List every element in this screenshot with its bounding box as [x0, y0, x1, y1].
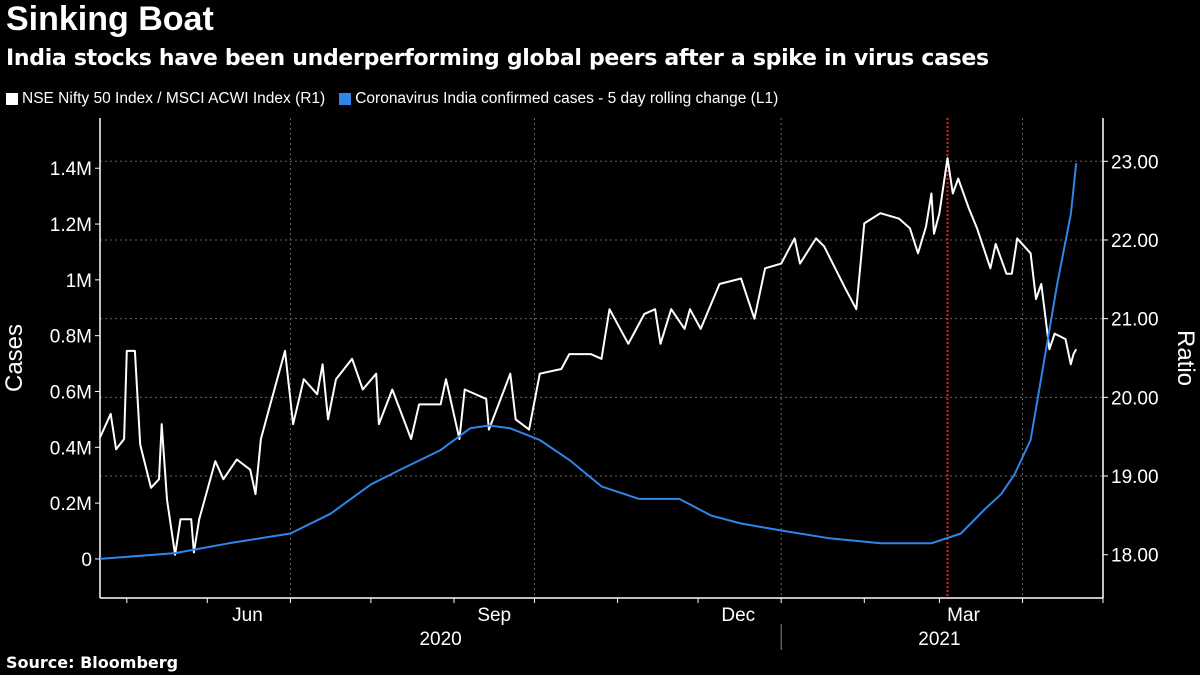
left-axis-title: Cases: [1, 324, 28, 392]
right-tick-label: 18.00: [1111, 546, 1159, 567]
left-tick-label: 1.4M: [50, 159, 92, 180]
legend-label-cases: Coronavirus India confirmed cases - 5 da…: [355, 90, 779, 107]
left-tick-label: 0: [81, 550, 92, 571]
legend-item-cases: Coronavirus India confirmed cases - 5 da…: [339, 90, 778, 108]
right-tick-label: 19.00: [1111, 467, 1159, 488]
right-tick-label: 22.00: [1111, 231, 1159, 252]
legend: NSE Nifty 50 Index / MSCI ACWI Index (R1…: [6, 90, 778, 108]
left-tick-label: 0.2M: [50, 494, 92, 515]
legend-swatch-blue: [339, 93, 352, 105]
cases-series-line: [99, 163, 1078, 560]
right-tick-label: 20.00: [1111, 388, 1159, 409]
legend-swatch-white: [6, 93, 18, 105]
ratio-series-line: [99, 157, 1078, 556]
chart-title: Sinking Boat: [6, 0, 214, 38]
legend-label-ratio: NSE Nifty 50 Index / MSCI ACWI Index (R1…: [22, 90, 326, 107]
left-tick-label: 0.6M: [50, 382, 92, 403]
right-tick-label: 23.00: [1111, 152, 1159, 173]
x-tick-label: Jun: [232, 605, 263, 626]
right-axis-title: Ratio: [1172, 330, 1199, 386]
right-tick-label: 21.00: [1111, 310, 1159, 331]
year-label: 2020: [419, 629, 461, 650]
left-tick-label: 0.4M: [50, 438, 92, 459]
year-label: 2021: [918, 629, 960, 650]
left-tick-label: 1.2M: [50, 215, 92, 236]
left-tick-label: 0.8M: [50, 327, 92, 348]
source-note: Source: Bloomberg: [6, 653, 179, 672]
x-tick-label: Sep: [477, 605, 511, 626]
x-tick-label: Mar: [947, 605, 980, 626]
x-tick-label: Dec: [721, 605, 755, 626]
left-tick-label: 1M: [66, 271, 92, 292]
chart-subtitle: India stocks have been underperforming g…: [6, 46, 989, 71]
legend-item-ratio: NSE Nifty 50 Index / MSCI ACWI Index (R1…: [6, 90, 325, 108]
